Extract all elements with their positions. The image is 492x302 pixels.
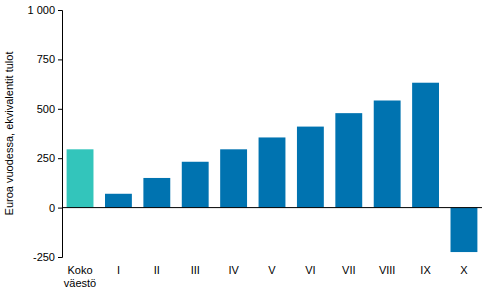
bar: [412, 83, 439, 208]
plot: -25002505007501 000KokoväestöIIIIIIIVVVI…: [27, 4, 482, 289]
x-tick-label: X: [460, 264, 468, 276]
y-axis-line: [58, 11, 63, 258]
bar: [297, 127, 324, 208]
y-tick-label: 1 000: [27, 4, 55, 16]
bar: [259, 137, 286, 207]
y-tick: 750: [37, 53, 62, 65]
zero-line: [62, 207, 482, 208]
bar: [220, 149, 247, 207]
x-tick-label: Kokoväestö: [64, 264, 96, 289]
y-tick-label: 250: [37, 152, 55, 164]
x-tick-label: IV: [228, 264, 239, 276]
bar: [182, 162, 209, 208]
x-axis: KokoväestöIIIIIIIVVVIVIIVIIIIXX: [64, 264, 468, 289]
chart: -25002505007501 000KokoväestöIIIIIIIVVVI…: [0, 0, 492, 302]
y-tick-label: 750: [37, 53, 55, 65]
y-tick: 500: [37, 103, 62, 115]
bar: [105, 194, 132, 208]
y-tick-label: 0: [49, 202, 55, 214]
y-tick-label: 500: [37, 103, 55, 115]
y-tick-mark: [58, 158, 62, 159]
y-tick: -250: [33, 251, 62, 263]
y-axis-title: Euroa vuodessa, ekvivalentit tulot: [3, 52, 15, 216]
x-tick-label: VII: [342, 264, 355, 276]
x-tick-label: IX: [420, 264, 431, 276]
y-tick-mark: [58, 10, 62, 11]
x-tick-label: I: [117, 264, 120, 276]
x-tick-label: VIII: [379, 264, 396, 276]
y-tick: 250: [37, 152, 62, 164]
y-tick: 1 000: [27, 4, 62, 16]
y-axis: -250 0 250 500 750 1 000: [27, 4, 62, 263]
x-tick-label: VI: [305, 264, 315, 276]
y-tick-mark: [58, 257, 62, 258]
bars: [67, 83, 478, 252]
y-tick: 0: [49, 202, 62, 214]
bar: [335, 113, 362, 207]
x-tick-label: III: [191, 264, 200, 276]
y-tick-mark: [58, 208, 62, 209]
y-tick-mark: [58, 59, 62, 60]
y-tick-label: -250: [33, 251, 55, 263]
bar: [374, 101, 401, 208]
bar: [451, 208, 478, 252]
bar: [143, 178, 170, 208]
y-tick-mark: [58, 109, 62, 110]
x-tick-label: V: [268, 264, 276, 276]
bar: [67, 149, 94, 207]
x-tick-label: II: [154, 264, 160, 276]
